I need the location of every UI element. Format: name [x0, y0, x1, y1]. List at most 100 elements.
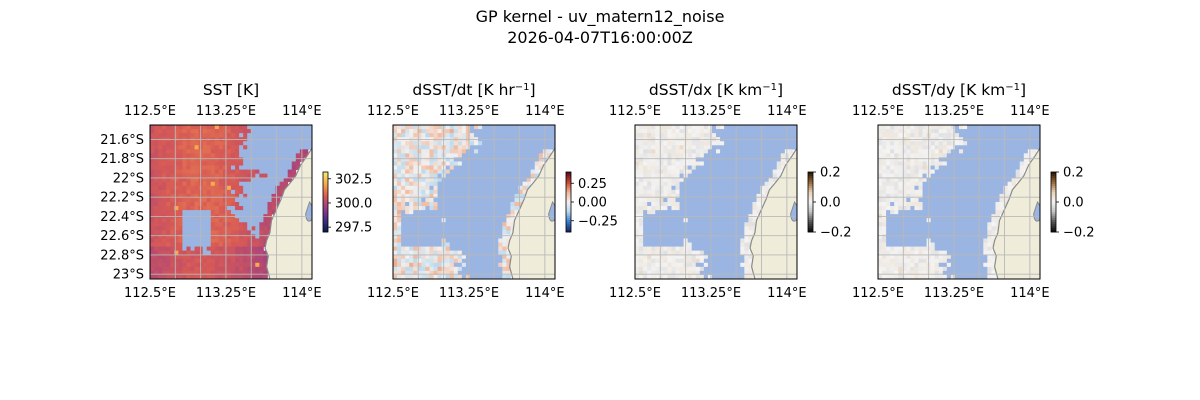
lon-tick-label-top: 114°E — [525, 104, 565, 119]
colorbar-segment — [808, 178, 813, 181]
colorbar-segment — [808, 172, 813, 175]
colorbar-segment — [566, 188, 571, 191]
colorbar: 0.2 0.0 −0.2 — [1050, 166, 1095, 241]
colorbar-segment — [323, 222, 328, 225]
colorbar-segment — [323, 194, 328, 197]
map-frame — [877, 124, 1041, 280]
colorbar-segment — [808, 214, 813, 217]
colorbar-segment — [1051, 212, 1056, 215]
figure-subtitle-timestamp: 2026-04-07T16:00:00Z — [507, 28, 693, 47]
colorbar-segment — [1051, 172, 1056, 175]
map-panel-4: dSST/dy [K km−1] 112.5°E 112.5°E 113.25°E 11… — [852, 81, 1095, 301]
colorbar-segment — [323, 218, 328, 221]
lon-tick-label-bottom: 114°E — [1010, 286, 1050, 301]
panel-title: dSST/dy [K km−1] — [892, 81, 1026, 99]
colorbar-segment — [566, 208, 571, 211]
lon-tick-label-top: 112.5°E — [124, 104, 176, 119]
colorbar-segment — [808, 226, 813, 229]
map-panel-2: dSST/dt [K hr−1] 112.5°E 112.5°E 113.25°E 11… — [367, 81, 618, 301]
colorbar-segment — [566, 178, 571, 181]
lat-tick-label: 22.8°S — [100, 248, 144, 263]
colorbar-segment — [566, 176, 571, 179]
colorbar: 297.5 300.0 302.5 — [322, 171, 372, 236]
panel-title: dSST/dx [K km−1] — [649, 81, 783, 99]
colorbar-segment — [1051, 188, 1056, 191]
colorbar-segment — [323, 208, 328, 211]
colorbar-segment — [323, 182, 328, 185]
colorbar-segment — [566, 200, 571, 203]
colorbar-segment — [1051, 206, 1056, 209]
colorbar-segment — [808, 186, 813, 189]
colorbar-segment — [808, 190, 813, 193]
colorbar-segment — [566, 174, 571, 177]
colorbar-tick-label: 0.00 — [578, 196, 607, 211]
colorbar-segment — [323, 210, 328, 213]
colorbar-segment — [323, 172, 328, 175]
colorbar-segment — [323, 230, 328, 233]
colorbar-segment — [1051, 230, 1056, 233]
colorbar-tick-label: 0.25 — [578, 177, 607, 192]
colorbar-segment — [323, 212, 328, 215]
colorbar-segment — [323, 176, 328, 179]
colorbar-segment — [808, 230, 813, 233]
colorbar-segment — [1051, 178, 1056, 181]
colorbar-segment — [1051, 186, 1056, 189]
colorbar-segment — [566, 222, 571, 225]
colorbar-segment — [1051, 208, 1056, 211]
colorbar-segment — [808, 182, 813, 185]
colorbar-segment — [323, 226, 328, 229]
colorbar-segment — [566, 196, 571, 199]
lon-tick-label-bottom: 113.25°E — [196, 286, 256, 301]
colorbar-segment — [566, 192, 571, 195]
colorbar-segment — [808, 200, 813, 203]
colorbar-tick-label: 0.0 — [820, 196, 841, 211]
colorbar-segment — [808, 222, 813, 225]
colorbar-segment — [808, 228, 813, 231]
lat-tick-label: 21.6°S — [100, 133, 144, 148]
lat-tick-label: 23°S — [113, 268, 144, 283]
colorbar-segment — [808, 202, 813, 205]
colorbar-segment — [323, 178, 328, 181]
panel-title: dSST/dt [K hr−1] — [412, 81, 535, 99]
colorbar-segment — [323, 196, 328, 199]
colorbar-segment — [323, 206, 328, 209]
colorbar-segment — [1051, 194, 1056, 197]
colorbar-frame — [322, 171, 329, 233]
colorbar-segment — [1051, 184, 1056, 187]
map-panel-3: dSST/dx [K km−1] 112.5°E 112.5°E 113.25°E 11… — [609, 81, 852, 301]
colorbar-segment — [808, 194, 813, 197]
colorbar-segment — [1051, 180, 1056, 183]
colorbar-segment — [323, 180, 328, 183]
lat-tick-label: 22.6°S — [100, 229, 144, 244]
colorbar-segment — [808, 212, 813, 215]
lon-tick-label-top: 113.25°E — [439, 104, 499, 119]
lon-tick-label-bottom: 113.25°E — [924, 286, 984, 301]
colorbar-segment — [1051, 174, 1056, 177]
colorbar-segment — [1051, 228, 1056, 231]
lon-tick-label-top: 113.25°E — [681, 104, 741, 119]
colorbar-tick-label: 0.2 — [820, 166, 841, 181]
lon-tick-label-bottom: 112.5°E — [367, 286, 419, 301]
colorbar-tick-label: 0.2 — [1063, 166, 1084, 181]
gridlines — [878, 125, 1040, 279]
colorbar-segment — [323, 186, 328, 189]
colorbar-segment — [566, 224, 571, 227]
colorbar-tick-label: 300.0 — [335, 196, 372, 211]
colorbar-segment — [566, 216, 571, 219]
colorbar-tick-label: 0.0 — [1063, 196, 1084, 211]
lat-tick-label: 22°S — [113, 171, 144, 186]
colorbar-segment — [1051, 214, 1056, 217]
colorbar-segment — [1051, 218, 1056, 221]
colorbar-segment — [1051, 204, 1056, 207]
colorbar-segment — [566, 226, 571, 229]
heatmap-field — [150, 125, 312, 279]
colorbar-segment — [566, 228, 571, 231]
colorbar-tick-label: −0.2 — [1063, 226, 1095, 241]
map-panel-1: SST [K] 112.5°E 112.5°E 113.25°E 113.25°E 114… — [100, 81, 372, 301]
colorbar-segment — [323, 214, 328, 217]
lon-tick-label-top: 112.5°E — [609, 104, 661, 119]
map-frame — [634, 124, 798, 280]
colorbar-segment — [323, 216, 328, 219]
colorbar-segment — [808, 176, 813, 179]
colorbar-segment — [1051, 190, 1056, 193]
